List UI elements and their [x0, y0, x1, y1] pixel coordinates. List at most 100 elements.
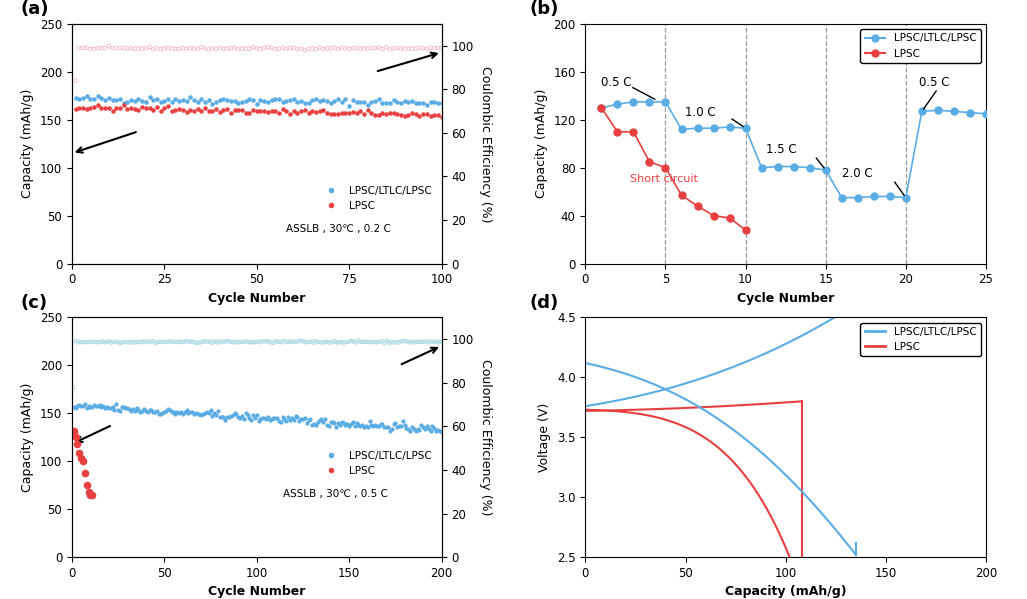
Point — [426, 337, 443, 347]
Point — [433, 43, 450, 53]
Point — [195, 409, 212, 419]
Point — [114, 402, 130, 412]
Point — [232, 413, 249, 423]
Point — [108, 43, 124, 53]
Point — [373, 337, 389, 347]
Point — [318, 420, 335, 429]
Point — [93, 337, 110, 346]
Point — [78, 104, 94, 114]
Point — [354, 337, 371, 347]
Point — [197, 103, 214, 113]
Point — [241, 44, 258, 53]
Point — [374, 336, 390, 346]
Point — [182, 92, 198, 101]
Point — [315, 95, 332, 104]
Point — [189, 44, 205, 53]
Point — [392, 98, 409, 108]
Point — [269, 337, 286, 346]
Point — [163, 44, 180, 53]
Point — [161, 406, 178, 415]
Point — [359, 101, 376, 110]
Point — [197, 409, 214, 418]
Point — [179, 96, 195, 105]
Point — [404, 422, 420, 432]
Point — [132, 407, 149, 416]
X-axis label: Capacity (mAh/g): Capacity (mAh/g) — [725, 585, 846, 598]
Point — [362, 337, 378, 347]
Point — [123, 43, 140, 53]
Point — [291, 416, 307, 426]
Point — [365, 422, 381, 431]
Point — [149, 95, 165, 104]
Point — [156, 337, 173, 347]
Point — [348, 338, 365, 347]
Point — [410, 425, 426, 434]
Point — [322, 338, 339, 347]
Point — [119, 44, 136, 53]
Point — [82, 337, 99, 347]
Point — [355, 44, 372, 53]
Point — [364, 44, 380, 53]
Point — [237, 337, 254, 346]
Point — [149, 337, 165, 347]
Point — [256, 96, 272, 106]
Point — [217, 337, 233, 346]
Point — [415, 43, 431, 53]
Point — [362, 416, 378, 426]
Point — [290, 44, 306, 54]
Point — [219, 412, 235, 422]
Point — [145, 95, 161, 105]
Point — [348, 418, 365, 428]
Point — [66, 426, 82, 435]
Point — [404, 96, 420, 105]
Point — [308, 94, 325, 104]
Point — [334, 108, 350, 118]
Point — [355, 109, 372, 119]
Point — [429, 43, 446, 53]
Point — [101, 104, 117, 113]
Point — [177, 407, 193, 417]
Point — [378, 337, 394, 346]
Point — [147, 338, 163, 348]
Point — [200, 408, 217, 418]
Point — [112, 338, 128, 347]
Point — [422, 111, 439, 121]
Point — [237, 409, 254, 418]
Point — [119, 338, 136, 347]
Point — [274, 43, 291, 53]
Point — [117, 337, 134, 346]
Point — [71, 103, 87, 113]
Point — [145, 105, 161, 115]
Point — [389, 110, 406, 119]
Point — [217, 415, 233, 424]
Point — [226, 337, 242, 347]
Point — [392, 422, 409, 431]
Point — [121, 404, 138, 414]
Point — [429, 110, 446, 120]
Point — [334, 337, 350, 347]
Point — [223, 43, 239, 53]
Point — [256, 413, 272, 423]
Point — [71, 43, 87, 53]
Point — [413, 337, 429, 346]
Point — [80, 337, 97, 347]
Point — [160, 337, 177, 347]
Point — [389, 422, 406, 432]
Point — [114, 338, 130, 347]
Point — [106, 405, 122, 415]
Point — [336, 338, 352, 348]
Point — [433, 112, 450, 122]
Point — [234, 105, 251, 114]
Point — [123, 103, 140, 113]
Point — [428, 337, 445, 346]
Point — [276, 414, 293, 423]
Point — [357, 421, 374, 431]
Point — [404, 108, 420, 118]
Point — [286, 106, 302, 116]
Point — [134, 337, 150, 347]
Point — [160, 95, 177, 104]
Point — [271, 108, 288, 117]
Point — [345, 95, 362, 105]
Point — [341, 101, 357, 111]
Point — [311, 43, 328, 52]
